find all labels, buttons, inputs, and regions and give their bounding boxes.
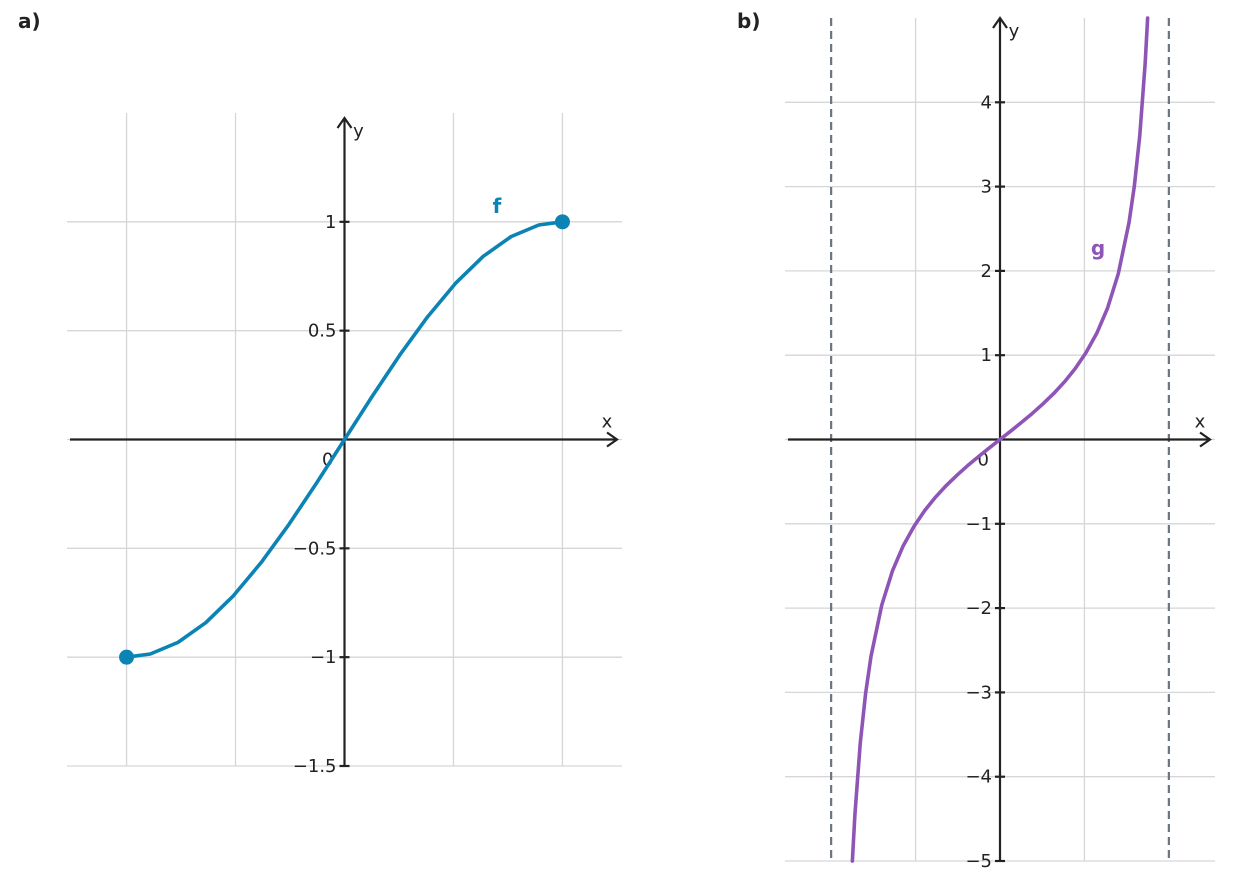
y-tick-label: 0.5 [308,321,337,342]
y-tick-label: −4 [965,767,992,788]
y-tick-label: 1 [325,212,336,233]
panel-label: b) [737,9,760,33]
y-tick-label: 0 [322,450,333,471]
y-tick-label: 0 [978,450,989,471]
y-tick-label: −0.5 [293,538,337,559]
y-tick-label: −1.5 [293,756,337,777]
y-tick-label: 2 [981,261,992,282]
endpoint [119,649,135,665]
y-axis-arrow [336,116,353,129]
x-axis-arrow [606,431,619,448]
y-tick-label: 4 [981,92,992,113]
y-axis-arrow [992,16,1008,29]
curve-label: f [493,194,502,218]
y-tick-label: −1 [310,647,337,668]
x-axis-label: x [1195,412,1206,433]
curve [124,220,565,659]
y-tick-label: −5 [965,851,992,872]
y-axis-label: y [1009,21,1020,42]
y-axis-label: y [353,121,364,142]
y-tick-label: 1 [981,345,992,366]
curve [850,16,1150,863]
y-tick-label: 3 [981,177,992,198]
endpoint [554,214,570,230]
y-tick-label: −3 [965,682,992,703]
curve-label: g [1091,236,1105,260]
x-axis-arrow [1199,431,1212,448]
y-tick-label: −1 [965,514,992,535]
panel-label: a) [18,9,41,33]
x-axis-label: x [602,412,613,433]
y-tick-label: −2 [965,598,992,619]
